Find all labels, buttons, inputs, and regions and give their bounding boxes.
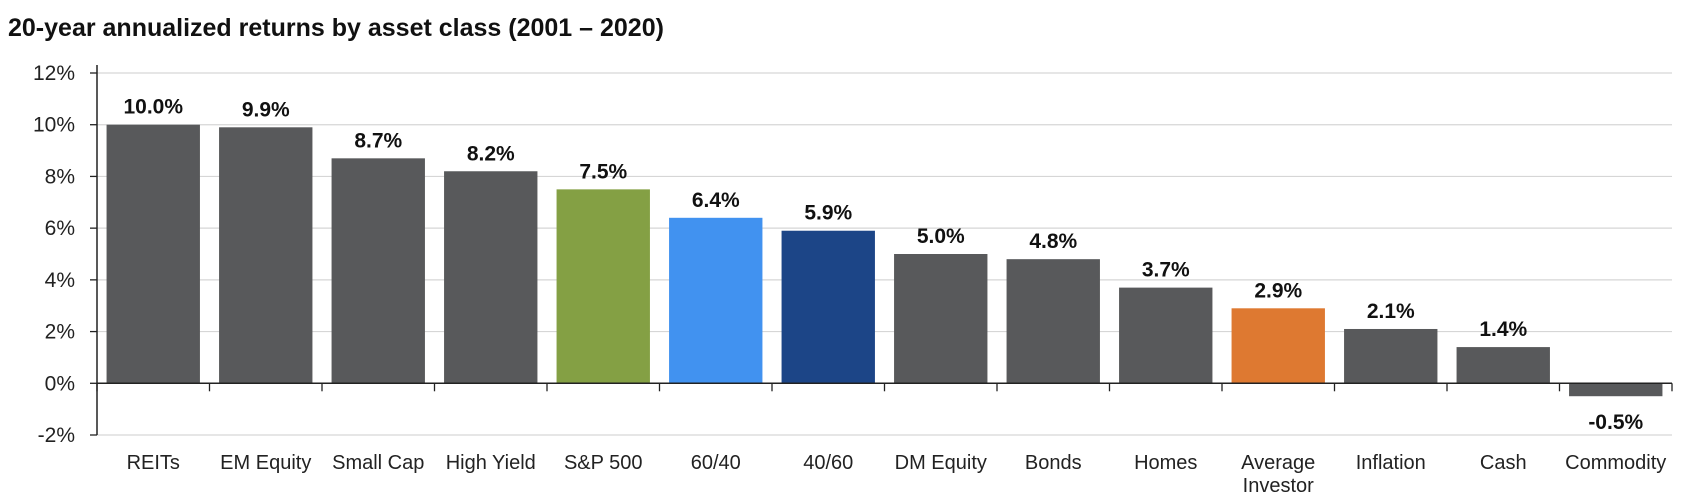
chart-title: 20-year annualized returns by asset clas… xyxy=(8,14,664,42)
data-label: 8.2% xyxy=(467,142,515,165)
bar-s-p-500 xyxy=(556,189,650,384)
data-label: 1.4% xyxy=(1479,318,1527,341)
data-label: 5.9% xyxy=(804,202,852,225)
data-label: 6.4% xyxy=(692,189,740,212)
x-tick-label: DM Equity xyxy=(895,452,987,474)
bar-cash xyxy=(1456,347,1550,384)
bar-high-yield xyxy=(444,171,538,384)
bar-reits xyxy=(106,124,200,384)
x-tick-label: Bonds xyxy=(1025,452,1082,474)
data-label: 4.8% xyxy=(1029,230,1077,253)
bar-small-cap xyxy=(331,158,425,384)
x-tick-label: REITs xyxy=(127,452,180,474)
bar-bonds xyxy=(1006,259,1100,384)
y-tick-label: 0% xyxy=(45,372,75,395)
data-label: 2.9% xyxy=(1254,279,1302,302)
y-tick-label: 2% xyxy=(45,321,75,344)
x-tick-label: S&P 500 xyxy=(564,452,643,474)
bar-60-40 xyxy=(669,217,763,384)
data-label: 9.9% xyxy=(242,98,290,121)
data-label: 5.0% xyxy=(917,225,965,248)
y-tick-label: 4% xyxy=(45,269,75,292)
bar-homes xyxy=(1119,287,1213,384)
y-tick-label: -2% xyxy=(38,424,75,447)
x-tick-label: 40/60 xyxy=(803,452,853,474)
y-tick-label: 10% xyxy=(33,114,75,137)
data-label: -0.5% xyxy=(1588,411,1643,434)
x-tick-label: Small Cap xyxy=(332,452,424,474)
y-tick-label: 6% xyxy=(45,217,75,240)
bar-inflation xyxy=(1344,328,1438,384)
x-tick-label: Cash xyxy=(1480,452,1527,474)
data-label: 3.7% xyxy=(1142,259,1190,282)
data-label: 8.7% xyxy=(354,129,402,152)
x-tick-label: Average xyxy=(1241,452,1315,474)
data-label: 2.1% xyxy=(1367,300,1415,323)
x-tick-label: 60/40 xyxy=(691,452,741,474)
bar-40-60 xyxy=(781,230,875,384)
x-tick-label: EM Equity xyxy=(220,452,311,474)
bar-em-equity xyxy=(219,127,313,384)
x-tick-label: Homes xyxy=(1134,452,1197,474)
x-tick-label: High Yield xyxy=(446,452,536,474)
data-label: 7.5% xyxy=(579,160,627,183)
y-tick-label: 12% xyxy=(33,62,75,85)
y-tick-label: 8% xyxy=(45,165,75,188)
bar-dm-equity xyxy=(894,254,988,384)
x-tick-label: Investor xyxy=(1243,475,1314,497)
data-label: 10.0% xyxy=(123,96,183,119)
x-tick-label: Inflation xyxy=(1356,452,1426,474)
x-tick-label: Commodity xyxy=(1565,452,1666,474)
bar-commodity xyxy=(1569,383,1663,397)
bar-average-investor xyxy=(1231,308,1325,384)
